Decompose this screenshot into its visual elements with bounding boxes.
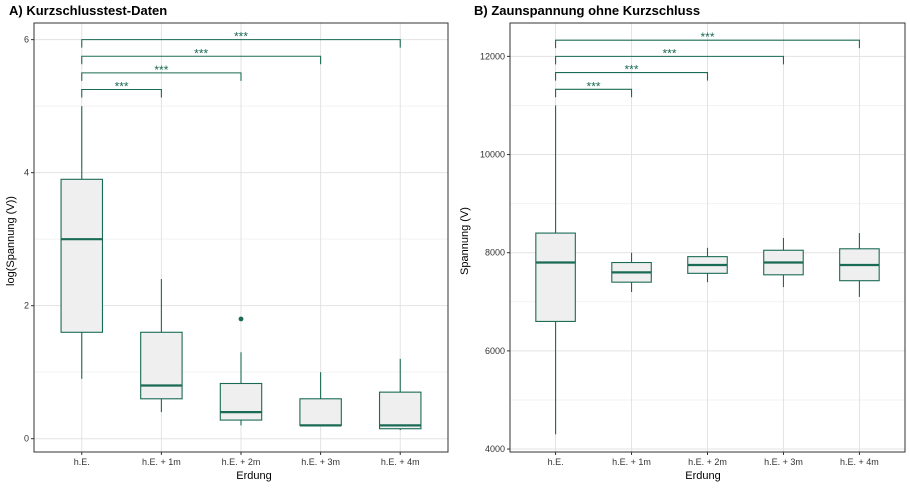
chart-a-title: A) Kurzschlusstest-Daten — [9, 3, 167, 18]
box-body — [140, 331, 183, 400]
significance-label: *** — [700, 30, 714, 44]
bracket-line — [555, 88, 633, 98]
box-body — [60, 178, 104, 333]
bracket-line — [81, 72, 242, 81]
significance-bracket-a-0: *** — [81, 80, 162, 98]
box-b-2 — [687, 247, 728, 283]
x-tick-label-a: h.E. + 2m — [222, 457, 261, 467]
significance-bracket-b-2: *** — [555, 46, 785, 65]
box-b-4 — [839, 233, 880, 297]
x-tick-label-b: h.E. + 2m — [688, 457, 727, 467]
chart-b-title: B) Zaunspannung ohne Kurzschluss — [474, 3, 700, 18]
box-a-2 — [219, 316, 263, 426]
box-a-3 — [299, 372, 342, 427]
box-body — [299, 398, 342, 426]
bracket-line — [555, 39, 860, 49]
x-tick-label-a: h.E. + 3m — [301, 457, 340, 467]
bracket-line — [81, 88, 162, 98]
significance-label: *** — [587, 79, 601, 93]
y-tick-label-a: 6 — [24, 35, 29, 45]
y-tick-label-b: 6000 — [485, 346, 505, 356]
box-a-1 — [140, 279, 183, 413]
significance-bracket-a-3: *** — [81, 30, 401, 48]
chart-b-y-axis-title: Spannung (V) — [459, 207, 471, 275]
significance-bracket-b-0: *** — [555, 79, 633, 98]
significance-label: *** — [154, 63, 168, 77]
x-tick-label-b: h.E. + 1m — [612, 457, 651, 467]
box-b-1 — [611, 252, 652, 292]
panel-b: B) Zaunspannung ohne Kurzschluss Erdung … — [459, 3, 906, 482]
x-tick-label-b: h.E. + 4m — [840, 457, 879, 467]
significance-bracket-a-2: *** — [81, 46, 322, 65]
x-tick-label-a: h.E. — [74, 457, 90, 467]
y-tick-label-b: 12000 — [480, 51, 505, 61]
box-body — [535, 232, 576, 322]
significance-label: *** — [234, 30, 248, 44]
bracket-line — [555, 72, 709, 81]
x-tick-label-b: h.E. — [548, 457, 564, 467]
panel-border-a — [33, 22, 449, 453]
significance-bracket-b-3: *** — [555, 30, 860, 49]
bracket-line — [81, 55, 322, 65]
significance-bracket-a-1: *** — [81, 63, 242, 81]
y-tick-label-b: 4000 — [485, 444, 505, 454]
panel-border-b — [509, 22, 906, 453]
y-tick-label-a: 2 — [24, 301, 29, 311]
chart-a-y-axis-title: log(Spannung (V)) — [5, 196, 17, 286]
box-b-0 — [535, 105, 576, 435]
x-tick-label-a: h.E. + 1m — [142, 457, 181, 467]
panel-a: A) Kurzschlusstest-Daten Erdung log(Span… — [5, 3, 449, 482]
y-tick-label-a: 0 — [24, 434, 29, 444]
significance-bracket-b-1: *** — [555, 63, 709, 81]
y-tick-label-a: 4 — [24, 168, 29, 178]
box-body — [219, 382, 263, 421]
bracket-line — [81, 39, 401, 48]
significance-label: *** — [625, 63, 639, 77]
box-b-3 — [763, 237, 804, 288]
outlier-point — [238, 316, 244, 322]
significance-label: *** — [115, 80, 129, 94]
y-tick-label-b: 10000 — [480, 150, 505, 160]
box-a-4 — [378, 358, 422, 431]
chart-a-x-axis-title: Erdung — [236, 470, 271, 482]
bracket-line — [555, 55, 785, 65]
y-tick-label-b: 8000 — [485, 248, 505, 258]
box-a-0 — [60, 106, 104, 379]
significance-label: *** — [663, 46, 677, 60]
chart-b-x-axis-title: Erdung — [685, 470, 720, 482]
x-tick-label-b: h.E. + 3m — [764, 457, 803, 467]
significance-label: *** — [194, 46, 208, 60]
x-tick-label-a: h.E. + 4m — [381, 457, 420, 467]
box-body — [378, 391, 422, 430]
